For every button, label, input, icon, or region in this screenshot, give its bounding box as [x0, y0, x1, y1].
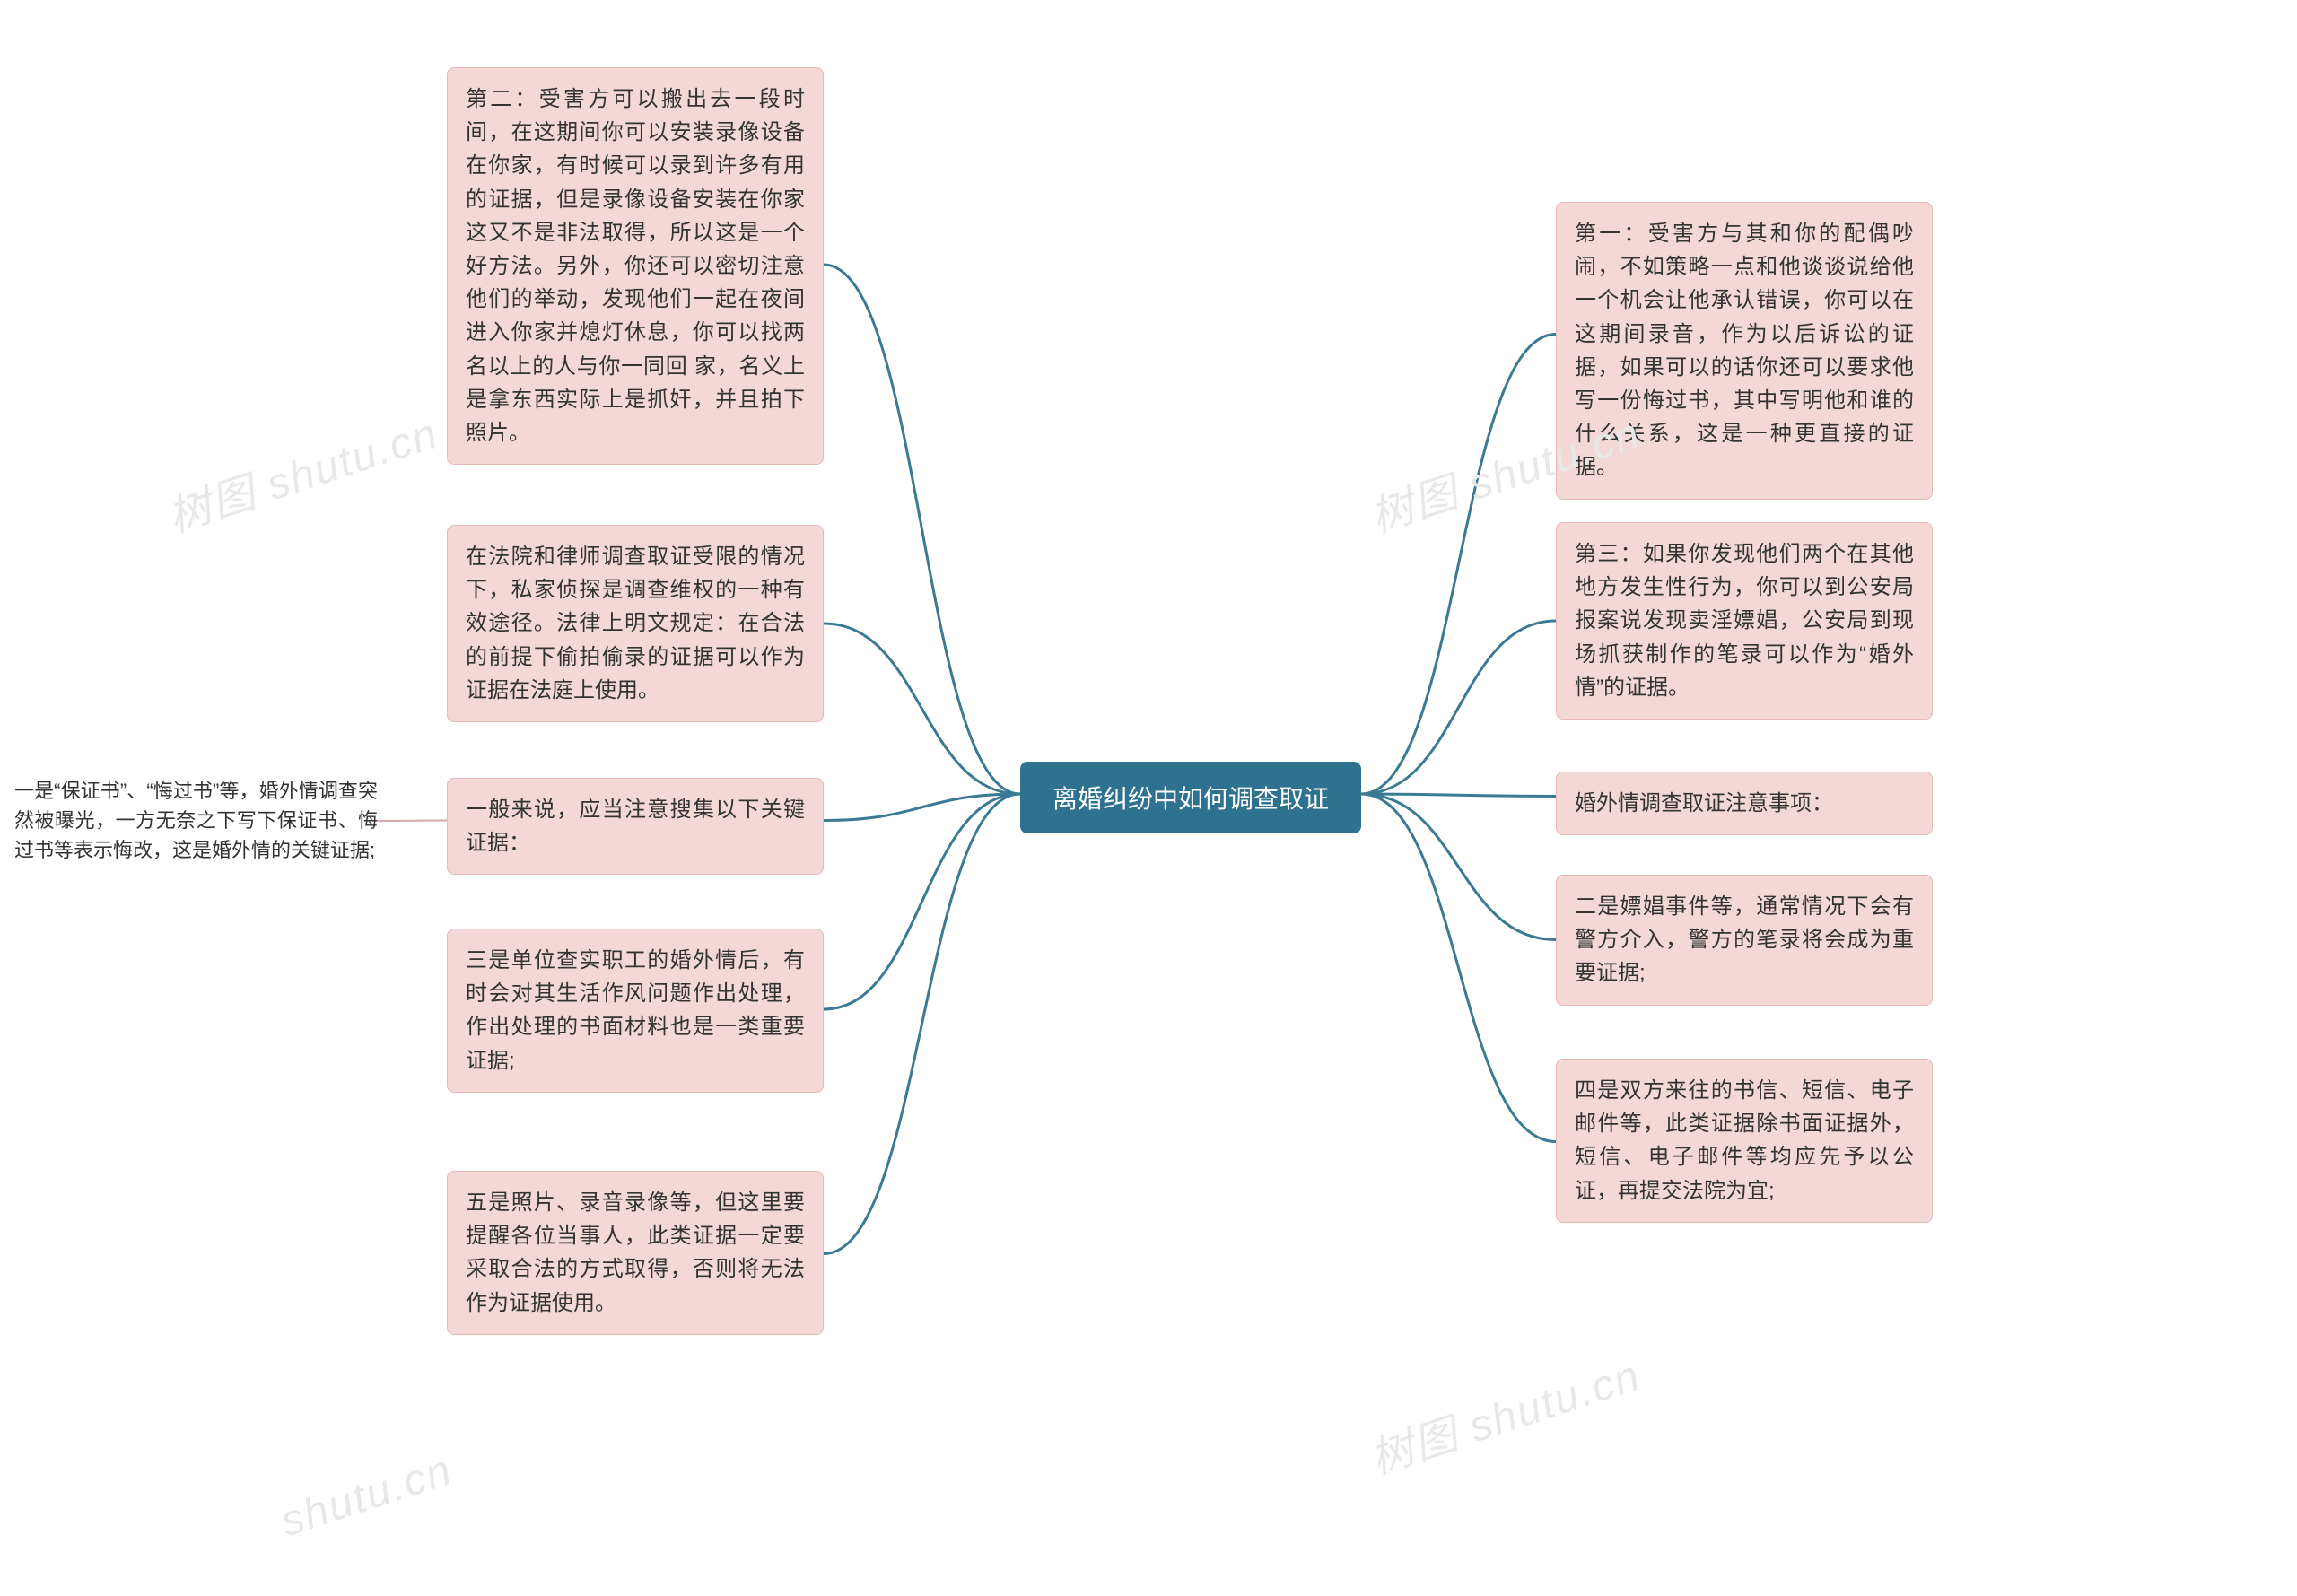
watermark-0: 树图 shutu.cn [159, 397, 445, 544]
right-branch-1[interactable]: 第三：如果你发现他们两个在其他地方发生性行为，你可以到公安局报案说发现卖淫嫖娼，… [1556, 522, 1933, 720]
right-branch-3[interactable]: 二是嫖娼事件等，通常情况下会有警方介入，警方的笔录将会成为重要证据; [1556, 875, 1933, 1006]
left-branch-4[interactable]: 五是照片、录音录像等，但这里要提醒各位当事人，此类证据一定要采取合法的方式取得，… [447, 1171, 824, 1335]
central-topic[interactable]: 离婚纠纷中如何调查取证 [1020, 762, 1361, 833]
left-branch-3[interactable]: 三是单位查实职工的婚外情后，有时会对其生活作风问题作出处理，作出处理的书面材料也… [447, 929, 824, 1093]
right-branch-0[interactable]: 第一：受害方与其和你的配偶吵闹，不如策略一点和他谈谈说给他一个机会让他承认错误，… [1556, 202, 1933, 500]
right-branch-2[interactable]: 婚外情调查取证注意事项： [1556, 772, 1933, 835]
left-branch-2-sub[interactable]: 一是“保证书”、“悔过书”等，婚外情调查突然被曝光，一方无奈之下写下保证书、悔过… [14, 776, 378, 865]
left-branch-0[interactable]: 第二：受害方可以搬出去一段时间，在这期间你可以安装录像设备在你家，有时候可以录到… [447, 67, 824, 465]
right-branch-4[interactable]: 四是双方来往的书信、短信、电子邮件等，此类证据除书面证据外，短信、电子邮件等均应… [1556, 1059, 1933, 1223]
watermark-2: shutu.cn [275, 1445, 459, 1547]
left-branch-1[interactable]: 在法院和律师调查取证受限的情况下，私家侦探是调查维权的一种有效途径。法律上明文规… [447, 525, 824, 722]
watermark-3: 树图 shutu.cn [1361, 1339, 1647, 1486]
left-branch-2[interactable]: 一般来说，应当注意搜集以下关键证据： [447, 778, 824, 875]
